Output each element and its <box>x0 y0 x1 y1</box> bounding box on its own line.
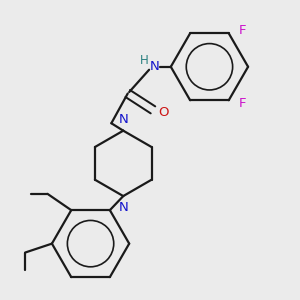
Text: N: N <box>118 113 128 126</box>
Text: F: F <box>238 24 246 37</box>
Text: H: H <box>140 54 148 67</box>
Text: F: F <box>238 97 246 110</box>
Text: N: N <box>118 201 128 214</box>
Text: N: N <box>150 60 159 73</box>
Text: O: O <box>158 106 169 119</box>
